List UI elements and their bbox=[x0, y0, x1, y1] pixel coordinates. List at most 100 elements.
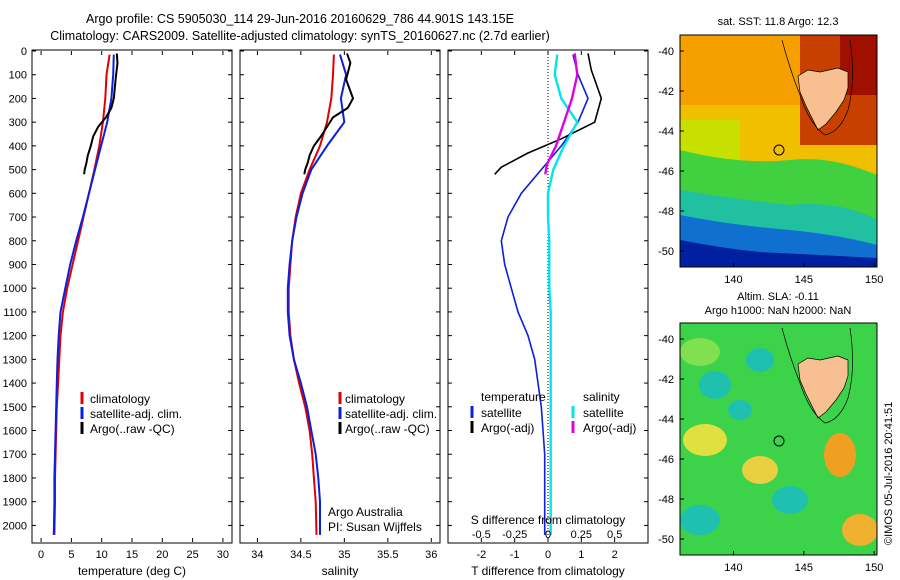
sla-lat-tick-label: -42 bbox=[658, 374, 674, 386]
legend-t-satellite: satellite bbox=[481, 406, 522, 420]
sst-lon-tick-label: 150 bbox=[865, 274, 883, 286]
s-difference-tick-label: -0.25 bbox=[502, 529, 527, 541]
t-difference-tick-label: 1 bbox=[578, 549, 584, 561]
sla-map-title1: Altim. SLA: -0.11 bbox=[737, 291, 819, 303]
temperature-legend-satellite-adj: satellite-adj. clim. bbox=[90, 407, 182, 421]
sst-contour bbox=[781, 39, 853, 136]
depth-tick-label: 1700 bbox=[3, 449, 27, 461]
temperature-tick-label: 20 bbox=[156, 549, 168, 561]
salinity-tick-label: 34.5 bbox=[290, 549, 311, 561]
sst-map-axes: -40 -42 -44 -46 -48 -50 140 145 150 bbox=[658, 46, 883, 286]
sla-tasmania-shape bbox=[797, 355, 849, 419]
s-difference-title: S difference from climatology bbox=[471, 513, 626, 527]
sst-argo-position-marker bbox=[773, 144, 785, 156]
legend-salinity-title: salinity bbox=[583, 390, 620, 404]
depth-tick-label: 800 bbox=[9, 236, 27, 248]
temperature-legend-argo: Argo(..raw -QC) bbox=[90, 422, 175, 436]
salinity-xlabel: salinity bbox=[322, 564, 359, 578]
sla-contour bbox=[781, 327, 853, 424]
temperature-tick-label: 15 bbox=[126, 549, 138, 561]
sst-lat-tick-label: -44 bbox=[658, 126, 674, 138]
temperature-xlabel: temperature (deg C) bbox=[78, 564, 186, 578]
salinity-tick-label: 36 bbox=[425, 549, 437, 561]
s-difference-tick-label: -0.5 bbox=[472, 529, 491, 541]
depth-tick-label: 1200 bbox=[3, 331, 27, 343]
series-line-argo-adj- bbox=[494, 53, 603, 175]
legend-temperature-title: temperature bbox=[481, 390, 546, 404]
sst-tasmania-shape bbox=[797, 67, 849, 131]
series-line-argo-adj- bbox=[544, 53, 579, 175]
depth-tick-label: 200 bbox=[9, 93, 27, 105]
sst-lat-tick-label: -42 bbox=[658, 86, 674, 98]
depth-tick-label: 1800 bbox=[3, 473, 27, 485]
salinity-legend-argo: Argo(..raw -QC) bbox=[345, 422, 430, 436]
depth-tick-label: 300 bbox=[9, 117, 27, 129]
depth-tick-label: 0 bbox=[21, 46, 27, 58]
salinity-series bbox=[286, 53, 354, 535]
depth-tick-label: 1300 bbox=[3, 354, 27, 366]
depth-tick-label: 1900 bbox=[3, 497, 27, 509]
s-difference-ticks: -0.5 -0.25 0 0.25 0.5 bbox=[472, 529, 622, 541]
series-line-satellite-adj-clim- bbox=[286, 54, 348, 535]
s-difference-tick-label: 0.5 bbox=[607, 529, 622, 541]
imos-timestamp: ©IMOS 05-Jul-2016 20:41:51 bbox=[883, 402, 895, 545]
depth-tick-label: 1400 bbox=[3, 378, 27, 390]
depth-tick-label: 100 bbox=[9, 70, 27, 82]
temperature-tick-label: 25 bbox=[186, 549, 198, 561]
t-difference-tick-label: 0 bbox=[545, 549, 551, 561]
sst-lat-tick-label: -48 bbox=[658, 206, 674, 218]
sst-map bbox=[679, 34, 878, 268]
salinity-panel-frame bbox=[239, 49, 441, 544]
depth-axis-labels: 0 100 200 300 400 500 600 700 800 900 1000 1100 1200… bbox=[3, 46, 27, 532]
sst-lat-tick-label: -40 bbox=[658, 46, 674, 58]
difference-axis: -2 -1 0 1 2 bbox=[448, 50, 648, 561]
temperature-panel-frame bbox=[31, 49, 233, 544]
sla-lon-tick-label: 150 bbox=[865, 562, 883, 574]
credit-institution: Argo Australia bbox=[328, 505, 403, 519]
depth-tick-label: 1000 bbox=[3, 283, 27, 295]
salinity-tick-label: 35 bbox=[338, 549, 350, 561]
s-difference-tick-label: 0.25 bbox=[571, 529, 592, 541]
sla-lon-tick-label: 145 bbox=[795, 562, 813, 574]
t-difference-tick-label: 2 bbox=[612, 549, 618, 561]
sst-map-title: sat. SST: 11.8 Argo: 12.3 bbox=[718, 16, 839, 28]
sla-map-axes: -40 -42 -44 -46 -48 -50 140 145 150 bbox=[658, 334, 883, 574]
sst-lon-tick-label: 145 bbox=[795, 274, 813, 286]
depth-tick-label: 500 bbox=[9, 165, 27, 177]
depth-tick-label: 1600 bbox=[3, 426, 27, 438]
legend-s-argo: Argo(-adj) bbox=[583, 421, 636, 435]
t-difference-tick-label: -2 bbox=[476, 549, 486, 561]
sla-lon-tick-label: 140 bbox=[724, 562, 742, 574]
salinity-legend-satellite-adj: satellite-adj. clim. bbox=[345, 407, 437, 421]
series-line-satellite-adj-clim- bbox=[52, 54, 115, 535]
salinity-tick-label: 34 bbox=[251, 549, 263, 561]
legend-s-satellite: satellite bbox=[583, 406, 624, 420]
depth-tick-label: 600 bbox=[9, 188, 27, 200]
sla-lat-tick-label: -46 bbox=[658, 454, 674, 466]
sst-lat-tick-label: -46 bbox=[658, 166, 674, 178]
s-difference-tick-label: 0 bbox=[545, 529, 551, 541]
t-difference-tick-label: -1 bbox=[510, 549, 520, 561]
sla-map-title2: Argo h1000: NaN h2000: NaN bbox=[705, 305, 852, 317]
series-line-argo-raw-qc- bbox=[303, 53, 354, 175]
sla-map bbox=[679, 322, 878, 556]
depth-tick-label: 1500 bbox=[3, 402, 27, 414]
temperature-tick-label: 0 bbox=[38, 549, 44, 561]
depth-tick-label: 700 bbox=[9, 212, 27, 224]
temperature-legend: climatology satellite-adj. clim. Argo(..… bbox=[80, 392, 182, 436]
temperature-tick-label: 5 bbox=[68, 549, 74, 561]
temperature-tick-label: 30 bbox=[217, 549, 229, 561]
salinity-tick-label: 35.5 bbox=[377, 549, 398, 561]
depth-tick-label: 1100 bbox=[3, 307, 27, 319]
depth-tick-label: 2000 bbox=[3, 520, 27, 532]
salinity-legend: climatology satellite-adj. clim. Argo(..… bbox=[338, 392, 437, 436]
sla-argo-position-marker bbox=[773, 435, 785, 447]
figure-title-line1: Argo profile: CS 5905030_114 29-Jun-2016… bbox=[86, 12, 514, 26]
sla-lat-tick-label: -50 bbox=[658, 534, 674, 546]
temperature-series bbox=[52, 53, 119, 535]
credit-pi: PI: Susan Wijffels bbox=[328, 520, 422, 534]
sla-lat-tick-label: -40 bbox=[658, 334, 674, 346]
sla-lat-tick-label: -44 bbox=[658, 414, 674, 426]
salinity-legend-climatology: climatology bbox=[345, 392, 405, 406]
